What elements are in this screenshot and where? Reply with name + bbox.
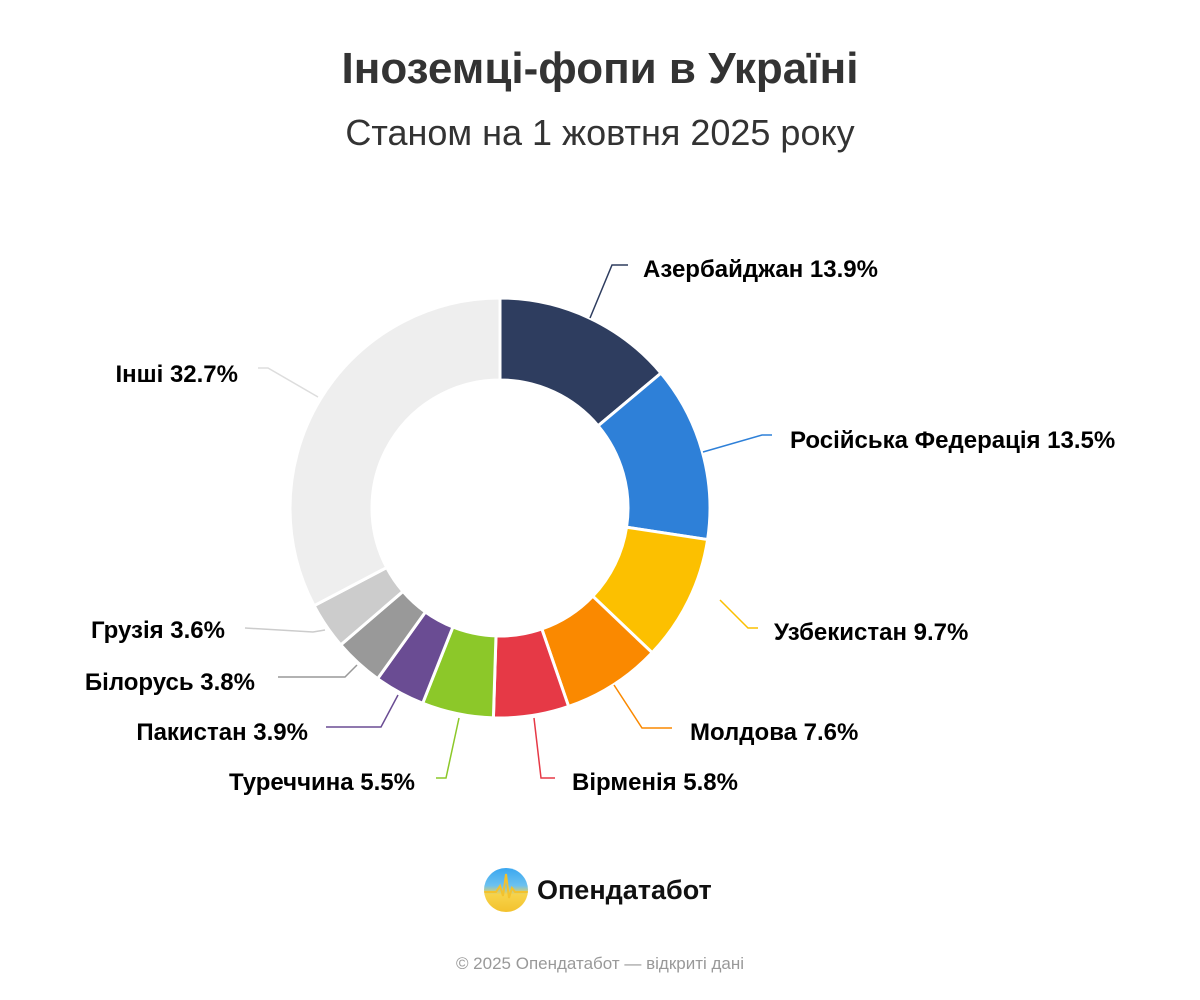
data-label-9: Інші 32.7% — [115, 361, 238, 388]
data-label-3: Молдова 7.6% — [690, 719, 858, 746]
data-label-7: Білорусь 3.8% — [85, 669, 255, 696]
data-label-1: Російська Федерація 13.5% — [790, 427, 1115, 454]
leader-line-3 — [613, 684, 672, 729]
leader-line-7 — [278, 664, 358, 678]
leader-line-1 — [702, 434, 772, 453]
leader-line-4 — [533, 717, 555, 779]
data-label-4: Вірменія 5.8% — [572, 769, 738, 796]
leader-line-0 — [589, 264, 628, 319]
data-label-5: Туреччина 5.5% — [229, 769, 415, 796]
data-label-6: Пакистан 3.9% — [136, 719, 308, 746]
chart-title: Іноземці-фопи в Україні — [341, 44, 859, 93]
brand: Опендатабот — [484, 868, 712, 912]
leader-line-8 — [244, 627, 326, 633]
leader-line-9 — [258, 367, 319, 398]
brand-name: Опендатабот — [537, 874, 712, 905]
leader-line-5 — [436, 717, 460, 779]
data-label-0: Азербайджан 13.9% — [643, 256, 878, 283]
chart-subtitle: Станом на 1 жовтня 2025 року — [345, 112, 855, 153]
data-label-2: Узбекистан 9.7% — [774, 619, 968, 646]
slice-9 — [288, 296, 502, 608]
opendatabot-logo-icon — [484, 868, 528, 912]
leader-line-6 — [326, 694, 399, 728]
leader-line-2 — [719, 599, 758, 629]
footer-copyright: © 2025 Опендатабот — відкриті дані — [455, 954, 745, 973]
data-label-8: Грузія 3.6% — [91, 617, 225, 644]
